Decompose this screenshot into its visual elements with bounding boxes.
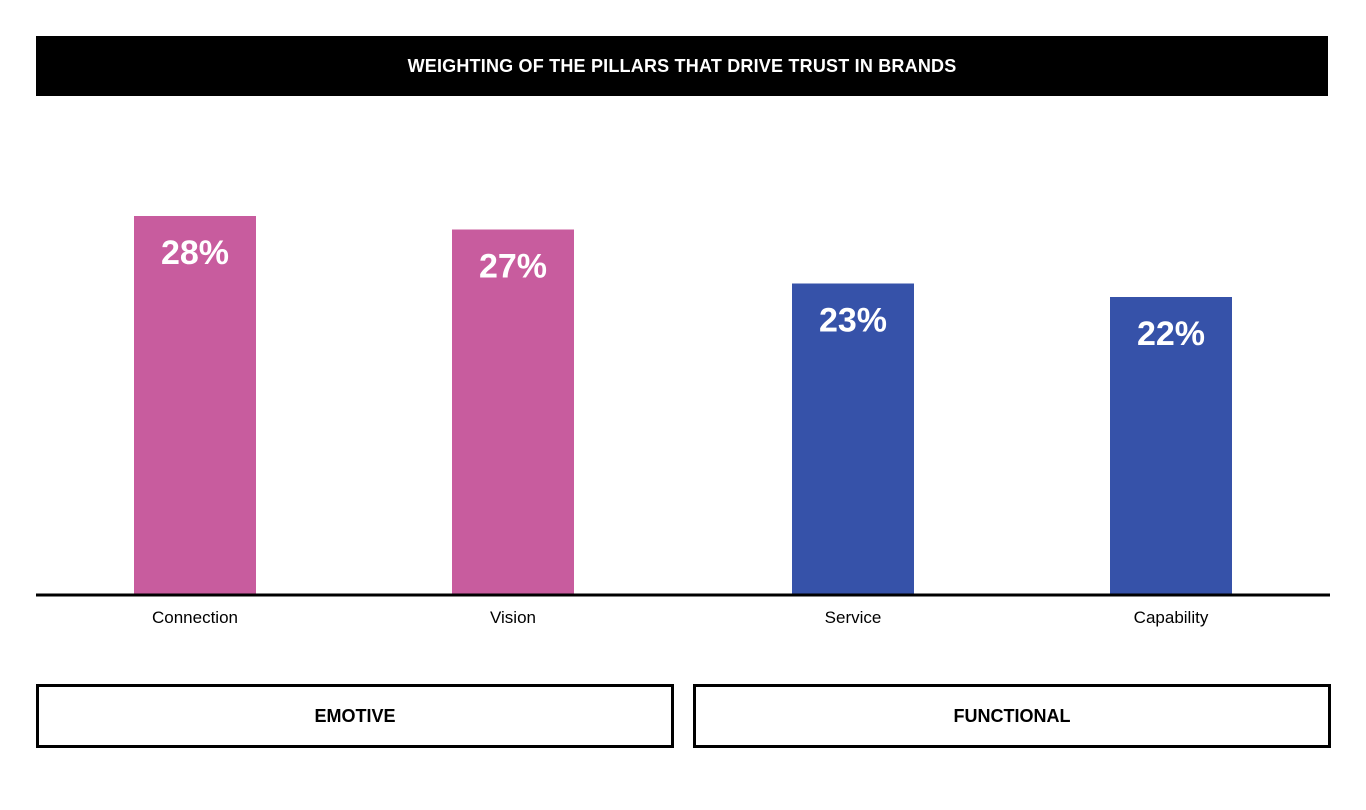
- group-label-functional: FUNCTIONAL: [693, 684, 1331, 748]
- bar-capability: [1110, 297, 1232, 594]
- value-label: 28%: [161, 234, 229, 272]
- value-label: 22%: [1137, 315, 1205, 353]
- bar-service: [792, 283, 914, 594]
- category-label: Capability: [1134, 608, 1209, 627]
- group-label-emotive: EMOTIVE: [36, 684, 674, 748]
- bar-vision: [452, 229, 574, 594]
- value-label: 23%: [819, 302, 887, 340]
- category-label: Vision: [490, 608, 536, 627]
- bar-connection: [134, 216, 256, 594]
- value-label: 27%: [479, 248, 547, 286]
- category-label: Service: [825, 608, 882, 627]
- bar-chart: 28% Connection 27% Vision 23% Service 22% Capab…: [36, 216, 1330, 627]
- chart-title: WEIGHTING OF THE PILLARS THAT DRIVE TRUS…: [36, 36, 1328, 96]
- category-label: Connection: [152, 608, 238, 627]
